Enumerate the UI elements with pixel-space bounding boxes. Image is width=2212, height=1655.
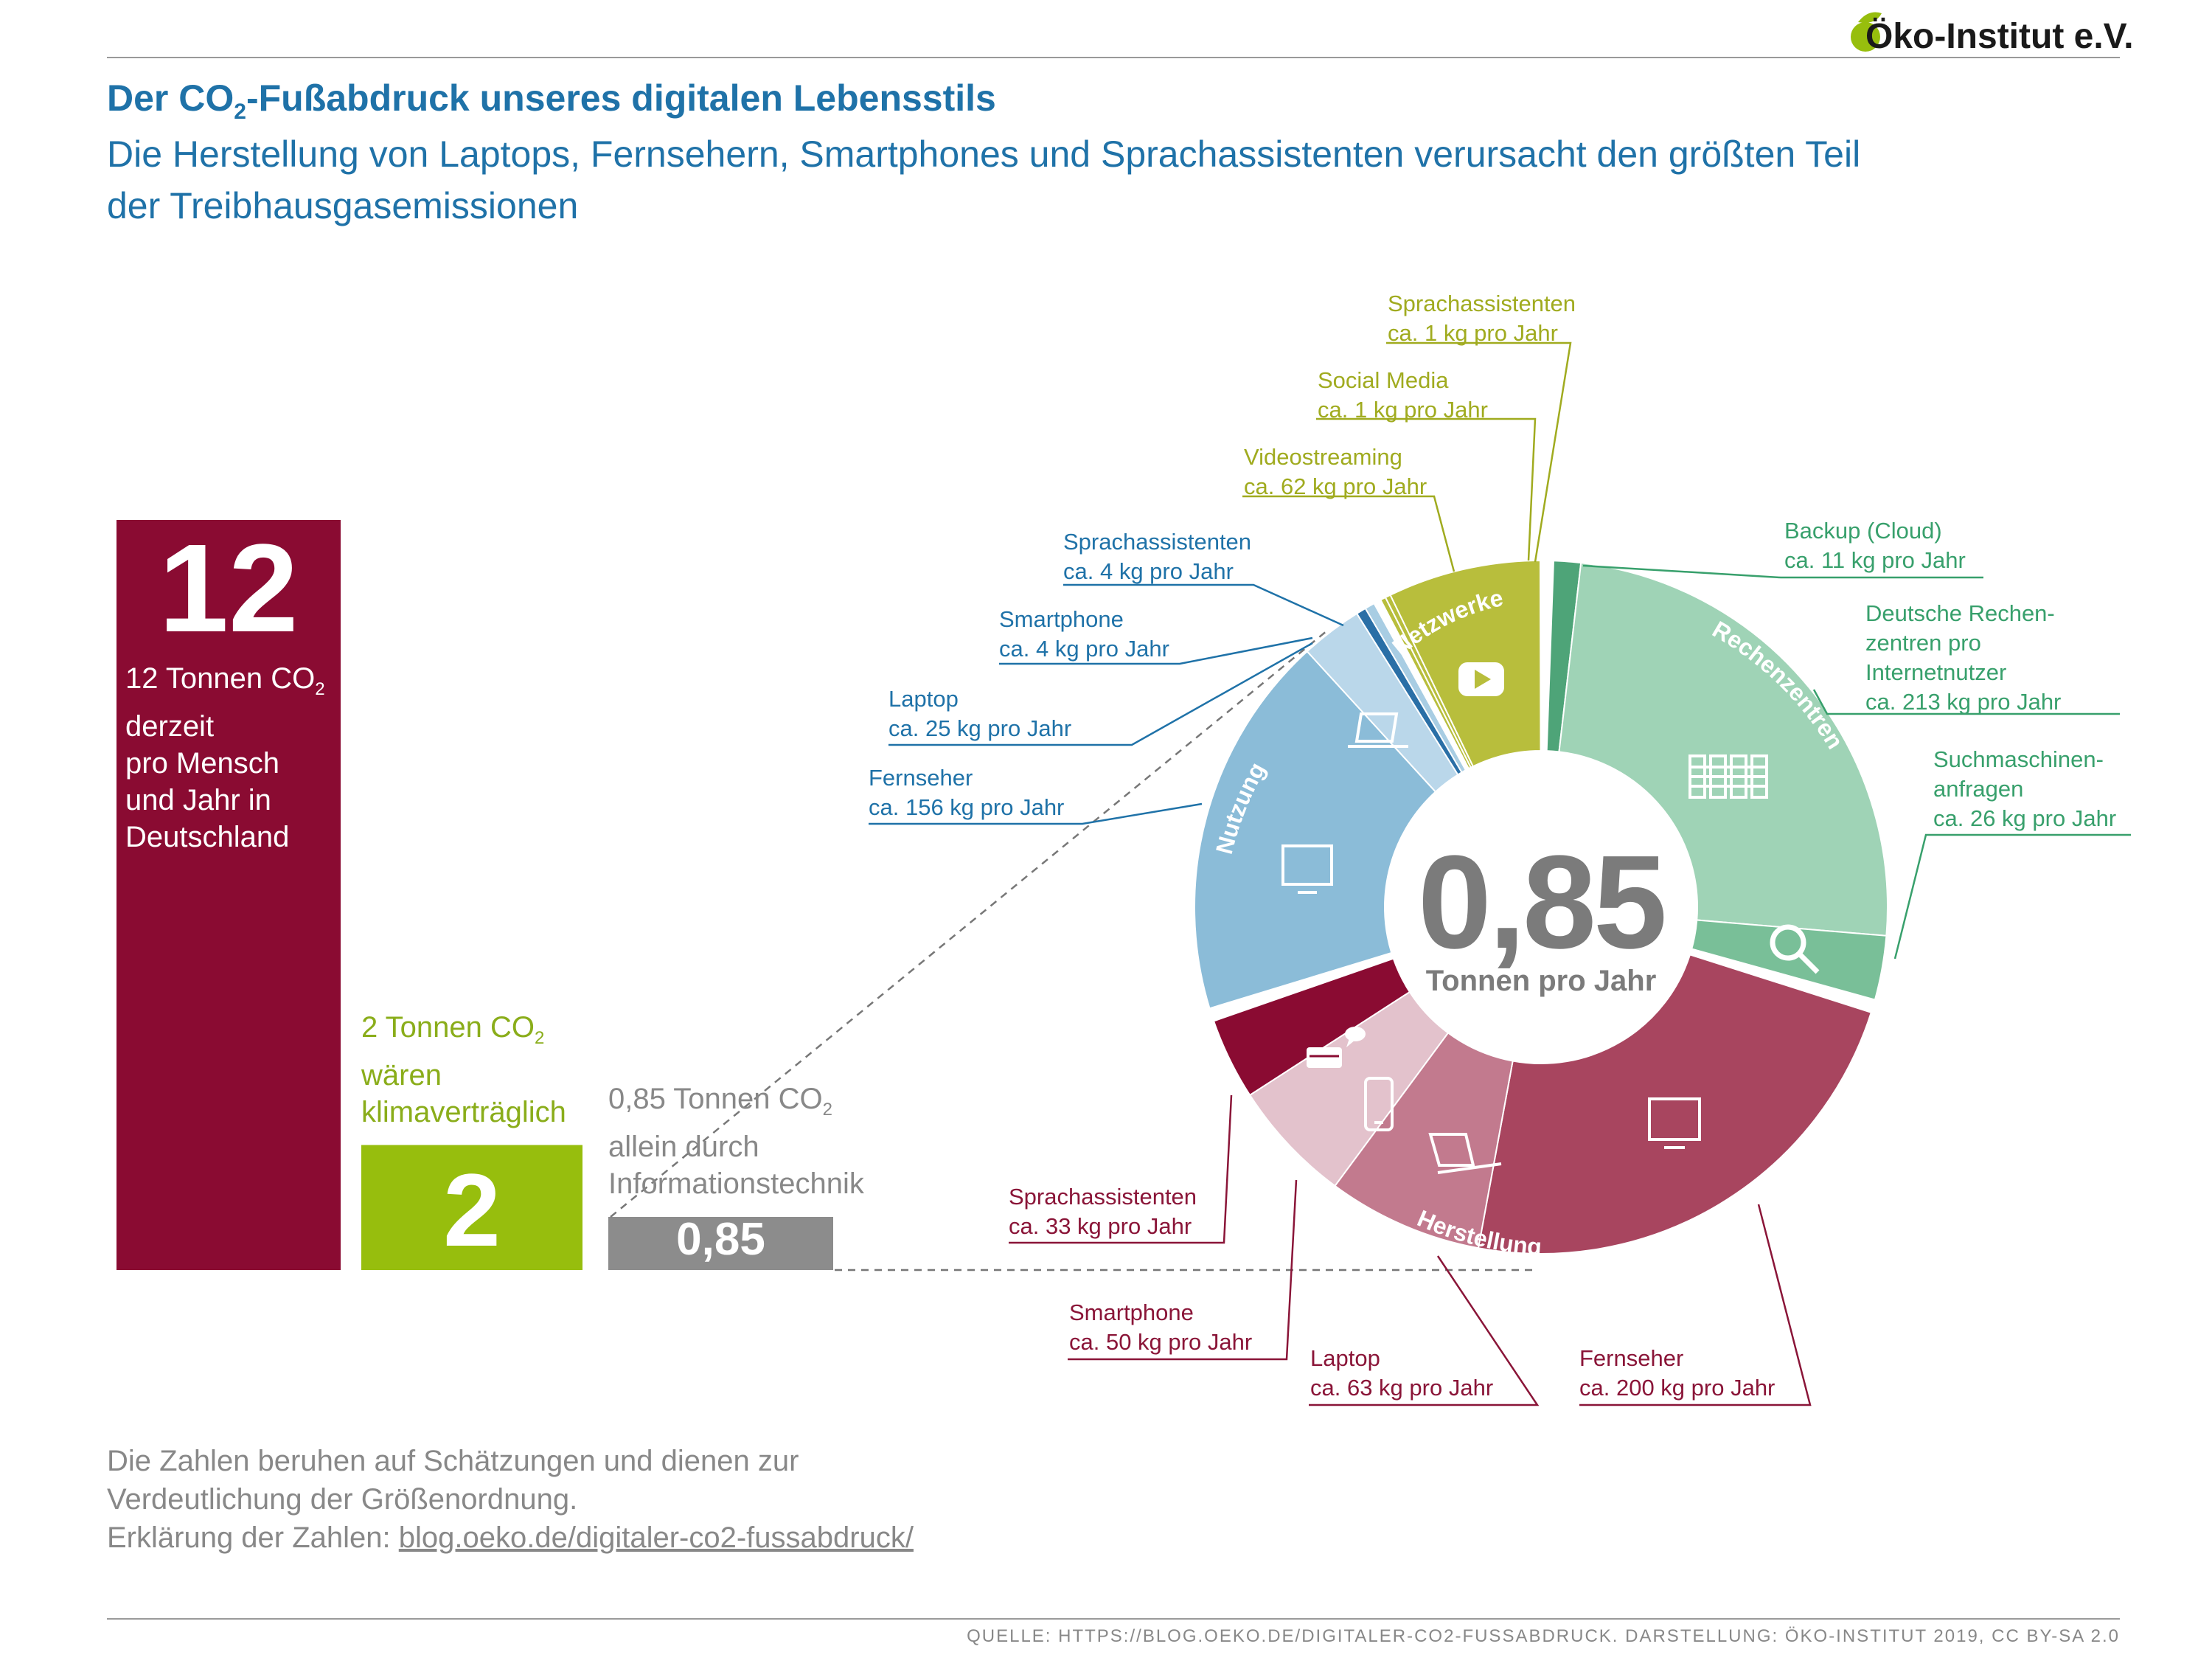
leader-dc-german [1812, 689, 2120, 715]
play-icon [1458, 662, 1504, 696]
dashed-connector-top [610, 630, 1328, 1218]
leader-mfg-tv [1579, 1204, 1812, 1406]
bar-12 [116, 520, 341, 1270]
label-mfg-laptop: Laptop ca. 63 kg pro Jahr [1310, 1345, 1494, 1401]
label-net-social: Social Media ca. 1 kg pro Jahr [1318, 367, 1488, 423]
logo: Öko-Institut e.V. [1865, 17, 2134, 56]
bar-value-085: 0,85 [676, 1214, 765, 1265]
leader-mfg-speech [1009, 1094, 1233, 1244]
donut-center-unit: Tonnen pro Jahr [1425, 965, 1657, 997]
tv-use-icon [1281, 844, 1333, 894]
title-subscript: 2 [234, 100, 246, 124]
source-credit: QUELLE: HTTPS://BLOG.OEKO.DE/DIGITALER-C… [967, 1626, 2120, 1646]
bar-value-2: 2 [443, 1152, 501, 1268]
donut-slice-rechenzentren-4 [1558, 562, 1888, 937]
leader-use-speech [1063, 583, 1344, 627]
bar-label-085: 0,85 Tonnen CO2 allein durch Information… [608, 1083, 864, 1200]
leader-lines [869, 341, 2131, 1406]
donut-center-value: 0,85 [1417, 828, 1667, 976]
label-net-video: Videostreaming ca. 62 kg pro Jahr [1244, 444, 1427, 499]
label-dc-german: Deutsche Rechen-zentren pro Internetnutze… [1865, 600, 2062, 715]
footnote-line: Erklärung der Zahlen: [107, 1522, 399, 1554]
footnote-line: Verdeutlichung der Größenordnung. [107, 1483, 578, 1516]
logo-leaf-icon [1851, 12, 1882, 52]
footnote-line: Die Zahlen beruhen auf Schätzungen und d… [107, 1445, 799, 1477]
label-dc-backup: Backup (Cloud) ca. 11 kg pro Jahr [1784, 518, 1966, 573]
bar-label-12: 12 Tonnen CO2 derzeit pro Mensch und Jah… [125, 662, 325, 853]
magnifier-icon [1770, 924, 1820, 974]
bar-label-2: 2 Tonnen CO2 wären klimaverträglich [361, 1011, 566, 1128]
smartphone-mfg-icon [1364, 1077, 1394, 1131]
tv-mfg-icon [1648, 1097, 1701, 1149]
leader-dc-search [1893, 833, 2131, 960]
laptop-use-icon [1348, 712, 1408, 748]
donut-slice-herstellung-9 [1212, 957, 1411, 1097]
label-use-tv: Fernseher ca. 156 kg pro Jahr [869, 765, 1065, 820]
title-text-rest: -Fußabdruck unseres digitalen Lebensstil… [246, 77, 996, 119]
label-mfg-phone: Smartphone ca. 50 kg pro Jahr [1069, 1300, 1253, 1355]
leader-net-speech [1386, 341, 1572, 563]
footnote: Die Zahlen beruhen auf Schätzungen und d… [107, 1442, 914, 1557]
server-icon [1688, 754, 1768, 799]
bar-value-12: 12 [159, 518, 299, 659]
leader-mfg-laptop [1309, 1255, 1540, 1406]
bar-085 [608, 1217, 833, 1270]
label-use-speech: Sprachassistenten ca. 4 kg pro Jahr [1063, 529, 1252, 584]
label-dc-search: Suchmaschinen-anfragen ca. 26 kg pro Jahr [1933, 746, 2117, 831]
laptop-mfg-icon [1428, 1133, 1502, 1174]
leader-mfg-phone [1068, 1179, 1298, 1361]
title-text: Der CO [107, 77, 234, 119]
donut-slice-nutzung-13 [1364, 602, 1467, 774]
page-subtitle: Die Herstellung von Laptops, Fernsehern,… [107, 133, 1861, 226]
label-use-phone: Smartphone ca. 4 kg pro Jahr [999, 606, 1169, 662]
leader-net-social [1316, 417, 1537, 561]
leader-dc-backup [1582, 564, 1983, 579]
leader-use-phone [999, 636, 1313, 665]
label-use-laptop: Laptop ca. 25 kg pro Jahr [888, 686, 1072, 741]
donut-slice-herstellung-6 [1477, 954, 1873, 1255]
leader-net-video [1242, 495, 1455, 572]
bar-chart [116, 520, 833, 1270]
bar-2 [361, 1145, 582, 1270]
label-mfg-speech: Sprachassistenten ca. 33 kg pro Jahr [1009, 1184, 1197, 1239]
page-title: Der CO2-Fußabdruck unseres digitalen Leb… [107, 77, 996, 125]
label-mfg-tv: Fernseher ca. 200 kg pro Jahr [1579, 1345, 1775, 1401]
footnote-link[interactable]: blog.oeko.de/digitaler-co2-fussabdruck/ [398, 1522, 914, 1554]
leader-use-laptop [888, 642, 1313, 746]
leader-use-tv [869, 802, 1203, 825]
speech-assistant-mfg-icon [1307, 1027, 1366, 1068]
label-net-speech: Sprachassistenten ca. 1 kg pro Jahr [1388, 291, 1576, 346]
